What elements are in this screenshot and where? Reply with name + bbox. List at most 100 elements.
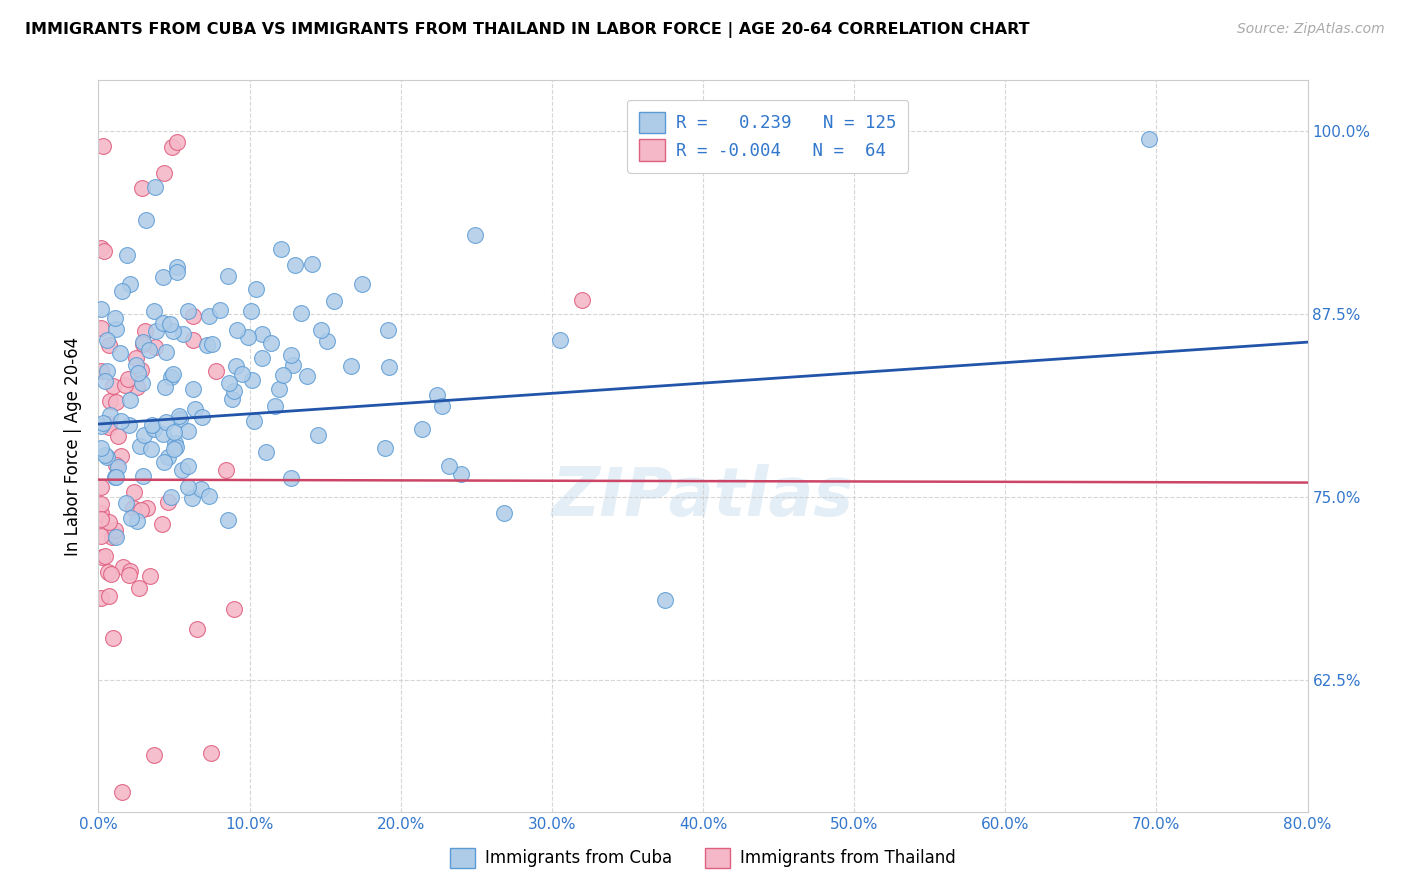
Point: [104, 470, 127, 484]
Point: [159, 317, 181, 331]
Point: [177, 458, 200, 473]
Point: [280, 471, 302, 485]
Point: [90, 512, 112, 526]
Point: [90, 529, 112, 543]
Point: [217, 268, 239, 283]
Point: [152, 269, 174, 284]
Point: [200, 746, 222, 760]
Point: [138, 343, 160, 358]
Point: [101, 530, 124, 544]
Point: [432, 399, 454, 413]
Point: [411, 422, 433, 436]
Point: [105, 530, 128, 544]
Point: [93, 549, 115, 563]
Point: [107, 429, 129, 443]
Point: [236, 330, 259, 344]
Point: [226, 323, 249, 337]
Point: [1137, 132, 1160, 146]
Point: [209, 302, 232, 317]
Point: [254, 445, 277, 459]
Point: [295, 368, 318, 383]
Point: [217, 512, 239, 526]
Point: [127, 380, 149, 394]
Point: [98, 408, 121, 422]
Point: [153, 379, 176, 393]
Point: [132, 337, 155, 351]
Legend: Immigrants from Cuba, Immigrants from Thailand: Immigrants from Cuba, Immigrants from Th…: [443, 841, 963, 875]
Point: [96, 364, 118, 378]
Point: [128, 581, 150, 595]
Point: [352, 277, 374, 291]
Point: [101, 379, 124, 393]
Point: [91, 139, 114, 153]
Y-axis label: In Labor Force | Age 20-64: In Labor Force | Age 20-64: [65, 336, 83, 556]
Point: [267, 382, 290, 396]
Point: [172, 463, 194, 477]
Point: [167, 409, 190, 423]
Point: [90, 481, 112, 495]
Point: [160, 370, 183, 384]
Point: [378, 359, 401, 374]
Point: [132, 334, 155, 349]
Point: [117, 372, 139, 386]
Point: [128, 439, 150, 453]
Point: [190, 482, 212, 496]
Point: [225, 359, 247, 373]
Point: [191, 410, 214, 425]
Point: [93, 244, 115, 259]
Point: [374, 441, 396, 455]
Text: ZIPatlas: ZIPatlas: [553, 464, 853, 530]
Point: [90, 497, 112, 511]
Point: [181, 309, 204, 323]
Point: [157, 450, 180, 465]
Point: [322, 294, 344, 309]
Point: [218, 376, 240, 390]
Point: [94, 448, 117, 462]
Point: [654, 592, 676, 607]
Point: [162, 368, 184, 382]
Point: [186, 623, 208, 637]
Point: [120, 392, 142, 407]
Point: [271, 368, 294, 382]
Point: [104, 310, 127, 325]
Point: [464, 228, 486, 243]
Point: [172, 327, 194, 342]
Point: [117, 248, 139, 262]
Point: [143, 340, 166, 354]
Point: [131, 362, 153, 376]
Text: Source: ZipAtlas.com: Source: ZipAtlas.com: [1237, 22, 1385, 37]
Point: [90, 321, 112, 335]
Point: [198, 309, 221, 323]
Point: [250, 351, 273, 365]
Point: [142, 303, 165, 318]
Point: [198, 489, 221, 503]
Point: [90, 508, 112, 522]
Point: [97, 589, 120, 603]
Point: [139, 442, 162, 457]
Point: [152, 316, 174, 330]
Point: [120, 564, 142, 578]
Point: [107, 459, 129, 474]
Point: [240, 373, 263, 387]
Point: [309, 323, 332, 337]
Point: [245, 282, 267, 296]
Point: [548, 333, 571, 347]
Point: [104, 470, 127, 484]
Point: [166, 265, 188, 279]
Point: [181, 491, 204, 506]
Point: [110, 785, 132, 799]
Point: [177, 424, 200, 438]
Legend: R =   0.239   N = 125, R = -0.004   N =  64: R = 0.239 N = 125, R = -0.004 N = 64: [627, 100, 908, 173]
Point: [135, 500, 157, 515]
Point: [115, 496, 138, 510]
Point: [165, 440, 187, 454]
Point: [131, 502, 153, 516]
Point: [152, 427, 174, 442]
Point: [118, 417, 141, 432]
Point: [98, 515, 121, 529]
Point: [183, 402, 205, 417]
Point: [104, 523, 127, 537]
Point: [240, 304, 263, 318]
Point: [492, 506, 515, 520]
Point: [205, 364, 228, 378]
